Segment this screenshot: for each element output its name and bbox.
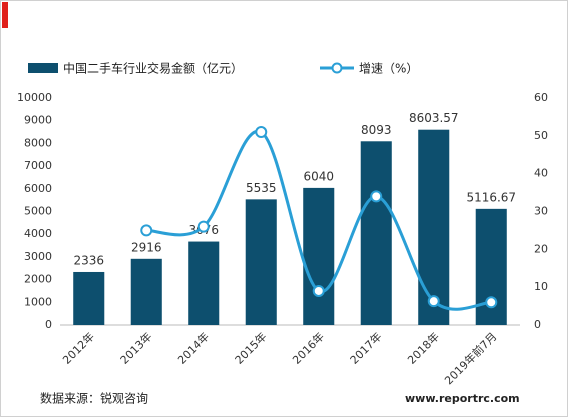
bar [188, 241, 220, 325]
bar [360, 141, 392, 325]
y2-tick-label: 60 [534, 91, 548, 104]
legend-marker [331, 62, 343, 74]
line-marker [427, 295, 440, 308]
y-tick-label: 3000 [24, 250, 52, 263]
y-tick-label: 4000 [24, 227, 52, 240]
y-tick-label: 8000 [24, 136, 52, 149]
y-tick-label: 7000 [24, 159, 52, 172]
data-label: 8603.57 [409, 111, 459, 125]
bar [303, 187, 335, 325]
y2-tick-label: 50 [534, 129, 548, 142]
data-label: 2336 [73, 253, 104, 267]
bar [130, 258, 162, 325]
data-label: 5116.67 [466, 190, 516, 204]
line-marker [312, 284, 325, 297]
y2-tick-label: 10 [534, 280, 548, 293]
y-tick-label: 10000 [17, 91, 52, 104]
y2-tick-label: 20 [534, 242, 548, 255]
corner-accent [2, 2, 8, 28]
line-marker [197, 220, 210, 233]
line-marker [255, 126, 268, 139]
data-label: 6040 [303, 169, 334, 183]
bar [245, 199, 277, 325]
bar [73, 271, 105, 325]
y-tick-label: 0 [45, 318, 52, 331]
y-tick-label: 5000 [24, 205, 52, 218]
y2-tick-label: 0 [534, 318, 541, 331]
y2-tick-label: 40 [534, 167, 548, 180]
source: 数据来源：锐观咨询 [40, 391, 148, 406]
legend-swatch [28, 63, 58, 73]
legend-label: 中国二手车行业交易金额（亿元） [63, 61, 243, 76]
watermark: www.reportrc.com [405, 392, 520, 405]
y-tick-label: 2000 [24, 273, 52, 286]
line-marker [485, 296, 498, 309]
legend-label: 增速（%） [359, 62, 418, 76]
bar [418, 129, 450, 325]
line-marker [370, 190, 383, 203]
y-tick-label: 6000 [24, 182, 52, 195]
data-label: 2916 [131, 240, 162, 254]
y-tick-label: 9000 [24, 114, 52, 127]
line-marker [140, 224, 153, 237]
y2-tick-label: 30 [534, 205, 548, 218]
data-label: 5535 [246, 181, 277, 195]
data-label: 8093 [361, 123, 392, 137]
y-tick-label: 1000 [24, 295, 52, 308]
